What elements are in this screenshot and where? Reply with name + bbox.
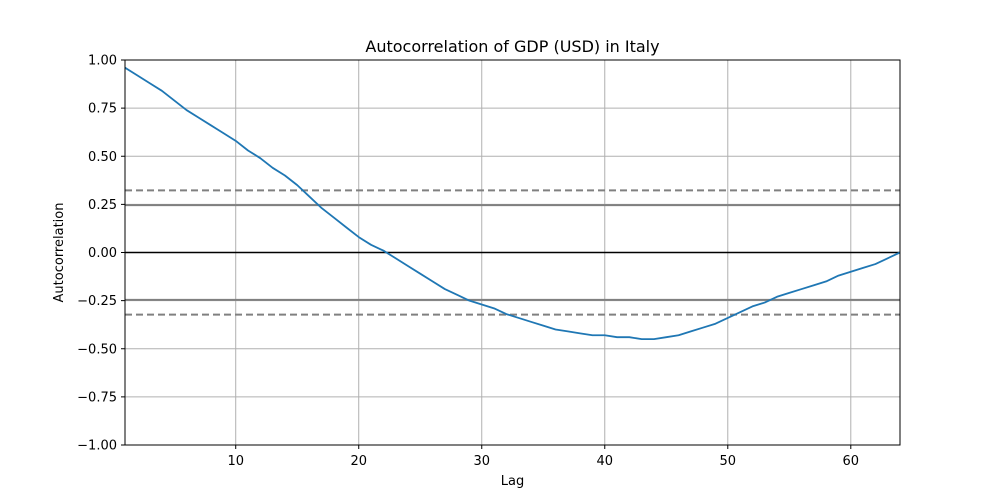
y-tick-label: −1.00 (77, 439, 117, 454)
y-tick-label: 0.75 (88, 102, 117, 117)
y-tick-label: 0.25 (88, 198, 117, 213)
y-tick-label: 1.00 (88, 54, 117, 69)
x-axis-title: Lag (501, 474, 524, 489)
y-tick-label: 0.00 (88, 246, 117, 261)
y-tick-label: −0.50 (77, 342, 117, 357)
chart-title: Autocorrelation of GDP (USD) in Italy (365, 37, 659, 56)
y-tick-label: −0.75 (77, 390, 117, 405)
x-tick-label: 60 (843, 454, 860, 469)
x-tick-label: 50 (720, 454, 737, 469)
x-tick-label: 20 (350, 454, 367, 469)
autocorrelation-line (124, 66, 901, 341)
x-tick-label: 10 (227, 454, 244, 469)
y-axis-ticks: −1.00 −0.75 −0.50 −0.25 0.00 0.25 0.50 0.75 1.00 (77, 54, 125, 454)
series-layer (124, 66, 901, 341)
x-tick-label: 30 (473, 454, 490, 469)
x-tick-label: 40 (596, 454, 613, 469)
y-tick-label: −0.25 (77, 294, 117, 309)
x-axis-ticks: 10 20 30 40 50 60 (227, 445, 859, 469)
y-tick-label: 0.50 (88, 150, 117, 165)
y-axis-title: Autocorrelation (52, 203, 67, 303)
